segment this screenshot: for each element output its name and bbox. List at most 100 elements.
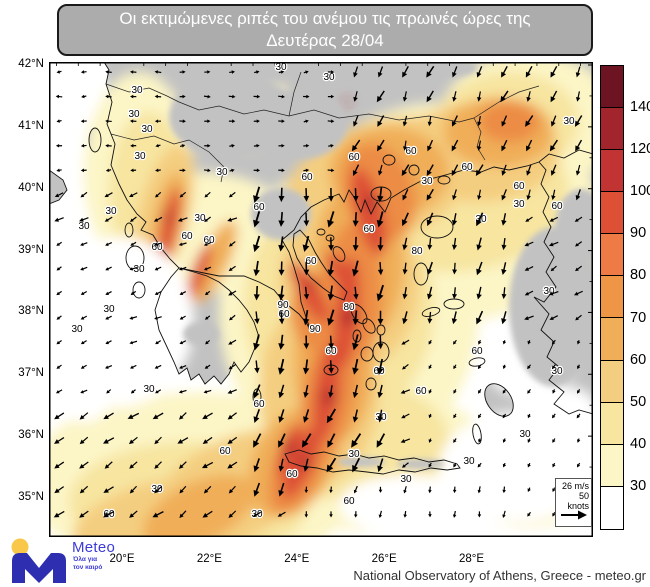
wind-arrow: [56, 241, 62, 246]
wind-arrow: [328, 187, 334, 202]
wind-arrow: [303, 335, 310, 350]
wind-arrow: [105, 291, 112, 295]
colorbar-tick-label: 80: [630, 267, 647, 284]
wind-arrow: [278, 94, 285, 99]
wind-arrow: [524, 290, 534, 296]
contour-label: 30: [133, 264, 145, 275]
wind-arrow: [80, 168, 87, 173]
wind-arrow: [229, 168, 235, 173]
wind-arrow: [526, 91, 531, 102]
contour-label: 60: [405, 146, 417, 157]
colorbar-tick-label: 140: [630, 99, 650, 116]
contour-label: 60: [363, 224, 375, 235]
calm-land-patches: [169, 62, 593, 469]
wind-arrow: [54, 192, 64, 197]
wind-arrow: [227, 461, 238, 469]
wind-arrow: [129, 461, 138, 469]
wind-arrow: [476, 261, 483, 276]
wind-arrow: [426, 212, 434, 227]
wind-arrow: [378, 510, 383, 519]
wind-arrow: [327, 285, 335, 301]
wind-arrow: [501, 65, 508, 78]
wind-arrow: [427, 116, 432, 127]
wind-arrow: [550, 65, 558, 78]
wind-arrow: [525, 65, 533, 78]
wind-arrow: [477, 364, 482, 370]
contour-label: 30: [348, 449, 360, 460]
wind-arrow: [453, 364, 457, 370]
wind-arrow: [326, 457, 337, 473]
wind-arrow: [228, 364, 236, 370]
wind-arrow: [253, 384, 261, 399]
contour-label: 60: [253, 399, 265, 410]
colorbar-segment: [601, 486, 623, 529]
wind-arrow: [353, 511, 358, 518]
wind-arrow: [527, 413, 531, 419]
legend-speed-knots: 50 knots: [567, 491, 589, 511]
logo-sun-icon: [11, 538, 29, 556]
colorbar-segment: [601, 150, 623, 193]
wind-arrow: [351, 139, 361, 152]
wind-arrow: [501, 237, 507, 251]
wind-arrow: [304, 511, 309, 518]
wind-arrow: [204, 216, 211, 222]
colorbar-segment: [601, 402, 623, 445]
lat-label: 36°N: [18, 429, 44, 442]
lon-label: 24°E: [284, 553, 310, 565]
wind-arrow: [527, 364, 532, 370]
wind-arrow: [352, 457, 361, 473]
wind-arrow: [54, 486, 65, 494]
wind-arrow: [203, 94, 211, 99]
wind-arrow: [551, 189, 556, 201]
wind-arrow: [253, 482, 261, 497]
wind-arrow: [575, 66, 581, 78]
wind-arrow: [202, 510, 213, 518]
contour-label: 30: [71, 324, 83, 335]
wind-arrow: [526, 189, 531, 201]
wind-arrow: [574, 241, 583, 247]
logo-brand-text: Meteo: [72, 539, 116, 556]
lat-label: 42°N: [18, 58, 44, 70]
wind-arrow: [80, 242, 88, 246]
colorbar-segment: [601, 360, 623, 403]
wind-arrow: [179, 365, 187, 369]
contour-label: 30: [105, 206, 117, 217]
contour-label: 30: [78, 221, 90, 232]
wind-arrow: [227, 389, 237, 394]
wind-arrow: [301, 433, 312, 448]
wind-arrow: [104, 216, 113, 222]
colorbar-tick-label: 50: [630, 393, 647, 410]
wind-arrow: [527, 462, 531, 468]
wind-arrow: [329, 486, 333, 494]
title-line1: Οι εκτιμώμενες ριπές του ανέμου τις πρωι…: [119, 9, 531, 28]
wind-arrow: [426, 261, 433, 276]
contour-label: 30: [141, 124, 153, 135]
wind-arrow: [502, 364, 507, 370]
wind-arrow: [155, 191, 162, 198]
wind-arrow: [179, 191, 187, 198]
wind-arrow: [401, 212, 409, 227]
wind-arrow: [130, 241, 137, 246]
wind-arrow: [179, 510, 187, 519]
colorbar-tick-label: 60: [630, 351, 647, 368]
wind-arrow: [501, 139, 508, 152]
wind-arrow: [278, 334, 285, 350]
wind-arrow: [155, 143, 161, 148]
wind-arrow: [353, 66, 359, 78]
wind-arrow: [303, 168, 310, 173]
wind-arrow: [179, 291, 187, 295]
wind-arrow: [550, 164, 557, 176]
wind-arrow: [79, 485, 89, 494]
wind-arrow: [524, 266, 534, 271]
contour-label: 30: [400, 474, 412, 485]
wind-arrow: [376, 90, 385, 103]
wind-arrow: [277, 358, 285, 375]
wind-arrow: [327, 70, 335, 74]
wind-arrow: [427, 311, 433, 324]
wind-arrow: [202, 412, 213, 420]
colorbar-tick-label: 120: [630, 141, 650, 158]
wind-arrow: [452, 91, 457, 102]
wind-arrow: [477, 388, 482, 394]
wind-arrow: [177, 217, 188, 222]
wind-arrow: [56, 119, 62, 123]
